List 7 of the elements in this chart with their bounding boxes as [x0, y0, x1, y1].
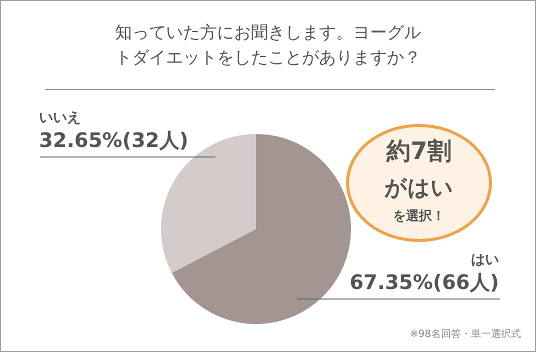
data-label: 32.65%(32人)	[39, 127, 188, 154]
chart-title: 知っていた方にお聞きします。ヨーグルトダイエットをしたことがありますか？	[114, 22, 422, 70]
slice-label: はい	[470, 251, 499, 269]
data-label: 67.35%(66人)	[350, 269, 499, 296]
text: ※98名回答・単一選択式	[410, 328, 521, 341]
speech-bubble: 約7割 がはい を選択！	[346, 124, 492, 242]
slice-label: いいえ	[39, 109, 82, 127]
